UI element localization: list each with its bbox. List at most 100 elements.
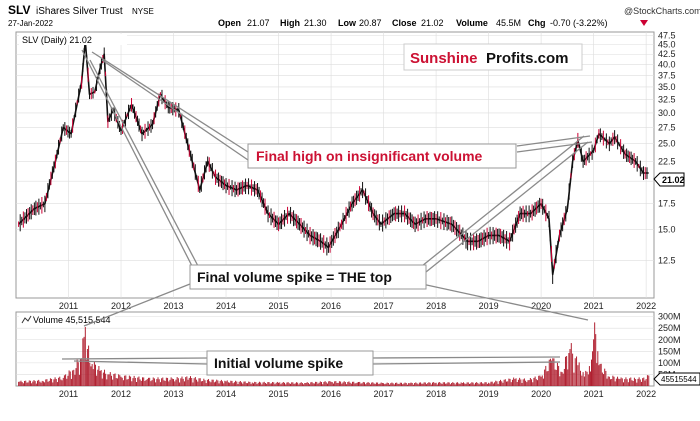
- logo: Sunshine Profits.com: [403, 43, 583, 71]
- volume-x-tick-label: 2012: [111, 389, 131, 399]
- final-high-leader-1: [91, 51, 249, 153]
- price-y-tick-label: 35.0: [658, 82, 676, 92]
- initial-leader-2: [73, 360, 208, 365]
- volume-legend: Volume 45,515,544: [19, 314, 115, 325]
- top-leader-2: [89, 59, 199, 267]
- low-label: Low: [338, 18, 357, 28]
- volume-y-tick-label: 150M: [658, 346, 681, 356]
- ohlc-row: Open 21.07 High 21.30 Low 20.87 Close 21…: [218, 18, 648, 28]
- annotation-leaders: [61, 49, 593, 365]
- price-y-tick-label: 32.5: [658, 94, 676, 104]
- last-volume-tag-box: [653, 372, 700, 386]
- top-leader-5: [83, 283, 191, 327]
- price-x-tick-label: 2014: [216, 301, 236, 311]
- open-value: 21.07: [247, 18, 270, 28]
- price-x-tick-label: 2022: [636, 301, 656, 311]
- annotation-final-high-box: [247, 143, 517, 169]
- last-price-tag: 21.02: [653, 172, 685, 187]
- price-x-tick-label: 2015: [269, 301, 289, 311]
- final-high-leader-4: [516, 141, 593, 153]
- price-y-tick-label: 17.5: [658, 199, 676, 209]
- price-legend: SLV (Daily) 21.02: [19, 34, 127, 45]
- top-leader-3: [421, 135, 585, 267]
- volume-x-tick-label: 2018: [426, 389, 446, 399]
- logo-part1: Sunshine: [410, 50, 478, 67]
- volume-series: [18, 322, 650, 386]
- top-leader-6: [421, 283, 589, 321]
- annotation-final-high: Final high on insignificant volume: [247, 143, 517, 169]
- security-name: iShares Silver Trust: [36, 6, 123, 17]
- final-high-leader-2: [101, 59, 249, 161]
- price-x-tick-label: 2020: [531, 301, 551, 311]
- last-price-tag-box: [653, 172, 685, 187]
- price-y-tick-label: 15.0: [658, 225, 676, 235]
- volume-x-tick-label: 2019: [479, 389, 499, 399]
- close-label: Close: [392, 18, 417, 28]
- price-y-tick-label: 27.5: [658, 123, 676, 133]
- chg-label: Chg: [528, 18, 546, 28]
- annotation-final-high-text: Final high on insignificant volume: [256, 148, 483, 164]
- price-series: [18, 34, 649, 284]
- volume-x-tick-label: 2017: [374, 389, 394, 399]
- price-x-tick-label: 2018: [426, 301, 446, 311]
- logo-part2: Profits.com: [486, 50, 569, 67]
- high-label: High: [280, 18, 300, 28]
- price-x-axis: 2011 2012 2013 2014 2015 2016 2017 2018 2019 2020…: [59, 301, 656, 311]
- volume-y-tick-label: 300M: [658, 312, 681, 322]
- volume-legend-icon: [21, 315, 32, 324]
- initial-leader-4: [371, 361, 561, 365]
- down-arrow-icon: [640, 20, 648, 26]
- volume-x-axis: 2011 2012 2013 2014 2015 2016 2017 2018 2019 2020…: [59, 389, 656, 399]
- price-y-tick-label: 22.5: [658, 156, 676, 166]
- price-y-tick-label: 45.0: [658, 40, 676, 50]
- annotation-initial-spike-box: [206, 350, 374, 376]
- price-x-tick-label: 2017: [374, 301, 394, 311]
- exchange: NYSE: [132, 7, 154, 16]
- volume-y-tick-label: 200M: [658, 335, 681, 345]
- price-y-tick-label: 30.0: [658, 108, 676, 118]
- price-y-tick-label: 12.5: [658, 255, 676, 265]
- initial-leader-3: [371, 356, 561, 359]
- final-high-leader-3: [516, 135, 591, 147]
- price-line: [18, 40, 649, 276]
- price-x-tick-label: 2012: [111, 301, 131, 311]
- price-y-tick-label: 37.5: [658, 70, 676, 80]
- price-x-tick-label: 2016: [321, 301, 341, 311]
- price-legend-text: SLV (Daily) 21.02: [22, 35, 92, 45]
- price-legend-bg: [19, 34, 127, 45]
- top-leader-1: [81, 49, 193, 267]
- last-volume-tag: 45515544: [653, 372, 700, 386]
- volume-x-tick-label: 2016: [321, 389, 341, 399]
- chg-value: -0.70 (-3.22%): [550, 18, 608, 28]
- volume-label: Volume: [456, 18, 488, 28]
- symbol: SLV: [8, 3, 30, 17]
- price-y-axis: 12.515.017.520.022.525.027.530.032.535.0…: [658, 31, 676, 266]
- credit: @StockCharts.com: [624, 6, 700, 16]
- price-y-tick-label: 42.5: [658, 49, 676, 59]
- volume-x-tick-label: 2011: [59, 389, 78, 399]
- price-x-tick-label: 2011: [59, 301, 78, 311]
- open-label: Open: [218, 18, 241, 28]
- annotation-final-spike-text: Final volume spike = THE top: [197, 269, 392, 285]
- price-y-tick-label: 25.0: [658, 139, 676, 149]
- price-x-tick-label: 2019: [479, 301, 499, 311]
- initial-leader-1: [61, 357, 208, 360]
- high-value: 21.30: [304, 18, 327, 28]
- volume-legend-text: Volume 45,515,544: [33, 315, 111, 325]
- annotation-final-spike-box: [189, 264, 427, 290]
- volume-x-tick-label: 2022: [636, 389, 656, 399]
- logo-box: [403, 43, 583, 71]
- top-leader-4: [425, 141, 589, 273]
- chart-date: 27-Jan-2022: [8, 19, 53, 28]
- volume-y-axis: 50M100M150M200M250M300M: [658, 312, 681, 380]
- price-y-tick-label: 40.0: [658, 59, 676, 69]
- price-x-tick-label: 2013: [164, 301, 184, 311]
- volume-y-tick-label: 100M: [658, 358, 681, 368]
- annotation-final-spike: Final volume spike = THE top: [189, 264, 427, 290]
- volume-x-tick-label: 2020: [531, 389, 551, 399]
- close-value: 21.02: [421, 18, 444, 28]
- last-price-tag-text: 21.02: [662, 175, 685, 185]
- low-value: 20.87: [359, 18, 382, 28]
- price-x-tick-label: 2021: [584, 301, 604, 311]
